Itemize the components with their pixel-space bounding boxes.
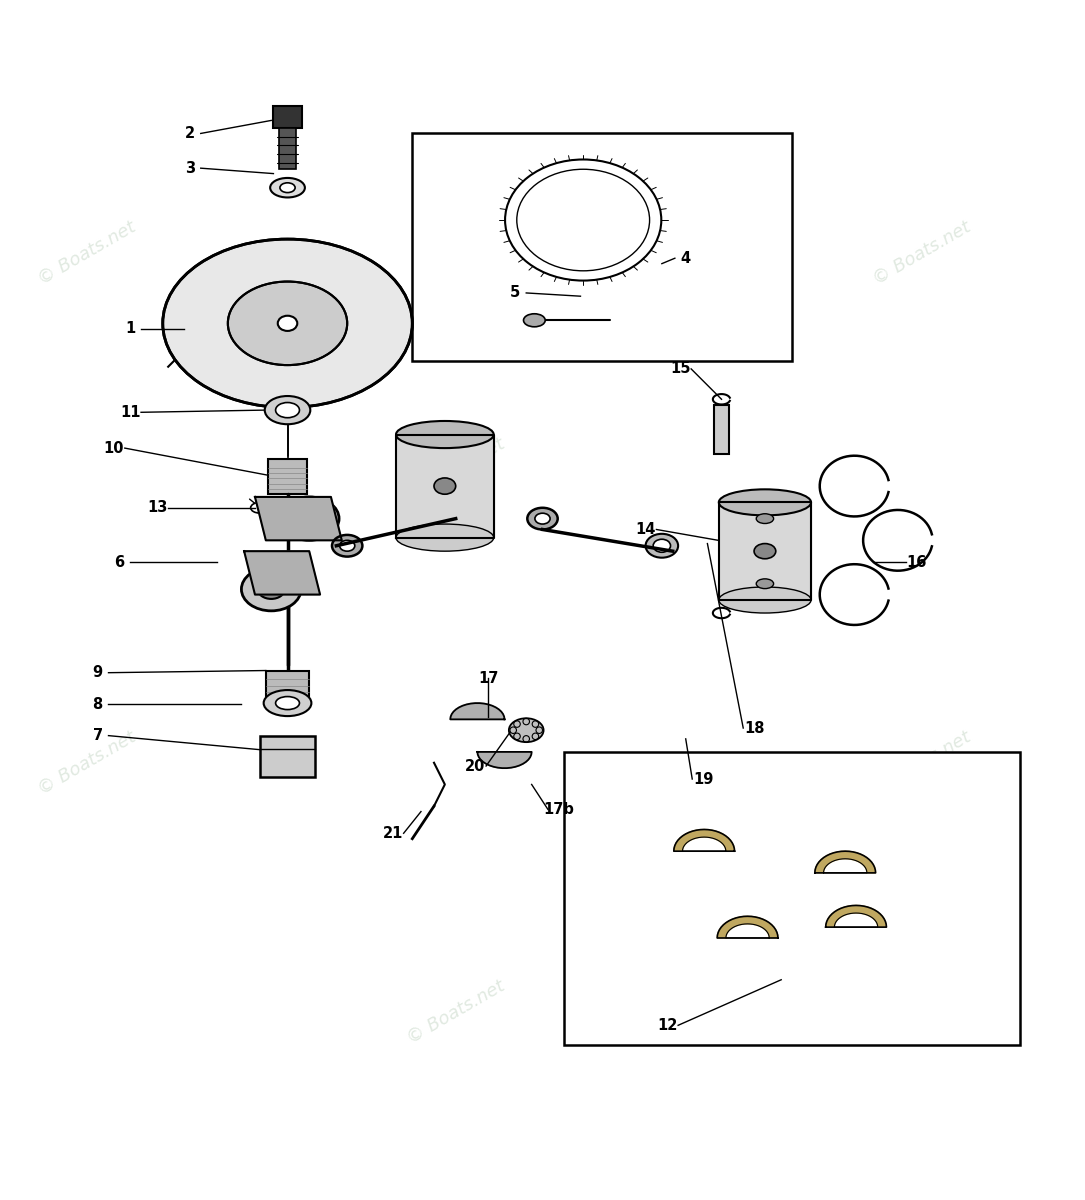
Bar [412, 133, 792, 361]
Text: 9: 9 [92, 665, 103, 680]
Ellipse shape [434, 478, 456, 494]
Ellipse shape [653, 539, 671, 552]
Text: 18: 18 [744, 720, 764, 736]
Text: 21: 21 [383, 826, 403, 841]
Text: 4: 4 [680, 251, 691, 265]
Ellipse shape [228, 282, 347, 365]
Text: 16: 16 [907, 554, 927, 570]
Ellipse shape [258, 580, 284, 599]
Ellipse shape [241, 568, 301, 611]
Ellipse shape [756, 514, 774, 523]
Ellipse shape [718, 587, 810, 613]
Bar [279, 128, 296, 169]
Text: © Boats.net: © Boats.net [870, 217, 974, 288]
Polygon shape [674, 829, 735, 851]
Ellipse shape [276, 696, 299, 709]
Text: 8: 8 [92, 697, 103, 712]
Ellipse shape [396, 524, 494, 551]
Text: © Boats.net: © Boats.net [870, 727, 974, 798]
Text: 17: 17 [478, 671, 498, 685]
Ellipse shape [470, 514, 485, 524]
Ellipse shape [264, 690, 311, 716]
Text: 14: 14 [636, 522, 655, 536]
Text: 10: 10 [104, 440, 124, 456]
Ellipse shape [535, 514, 550, 524]
Ellipse shape [523, 313, 545, 326]
Ellipse shape [718, 490, 810, 515]
Text: 12: 12 [658, 1018, 677, 1033]
Ellipse shape [280, 182, 295, 192]
Ellipse shape [332, 535, 362, 557]
Ellipse shape [646, 534, 678, 558]
Polygon shape [718, 503, 810, 600]
Text: © Boats.net: © Boats.net [404, 434, 508, 505]
Ellipse shape [276, 402, 299, 418]
Ellipse shape [756, 578, 774, 589]
Polygon shape [717, 917, 778, 938]
Polygon shape [255, 497, 342, 540]
Ellipse shape [754, 544, 776, 559]
Polygon shape [450, 703, 505, 719]
Text: © Boats.net: © Boats.net [35, 217, 139, 288]
Text: 17b: 17b [544, 802, 574, 817]
Text: 2: 2 [184, 126, 195, 140]
Ellipse shape [295, 509, 323, 528]
Text: 20: 20 [465, 758, 485, 774]
Bar [273, 107, 302, 128]
Text: © Boats.net: © Boats.net [35, 727, 139, 798]
Ellipse shape [509, 719, 544, 742]
Ellipse shape [280, 497, 339, 540]
Text: 13: 13 [148, 500, 167, 515]
Polygon shape [826, 906, 886, 928]
Ellipse shape [340, 540, 355, 551]
Ellipse shape [278, 316, 297, 331]
Text: 5: 5 [510, 286, 521, 300]
Ellipse shape [270, 178, 305, 198]
Text: 15: 15 [671, 361, 690, 377]
Text: 1: 1 [125, 322, 136, 336]
Ellipse shape [163, 239, 412, 408]
Text: 3: 3 [184, 161, 195, 175]
Bar [260, 736, 315, 776]
Ellipse shape [527, 508, 558, 529]
Polygon shape [815, 851, 876, 872]
Bar [714, 404, 729, 454]
Text: 6: 6 [114, 554, 125, 570]
Bar [268, 458, 307, 493]
Polygon shape [244, 551, 320, 594]
Text: 11: 11 [120, 404, 140, 420]
Ellipse shape [396, 421, 494, 448]
Polygon shape [396, 434, 494, 538]
Polygon shape [477, 752, 532, 768]
Bar [564, 752, 1020, 1045]
Ellipse shape [462, 508, 493, 529]
Ellipse shape [265, 396, 310, 425]
Bar [266, 671, 309, 703]
Ellipse shape [251, 503, 270, 514]
Text: 7: 7 [92, 728, 103, 743]
Text: 19: 19 [693, 772, 713, 786]
Text: © Boats.net: © Boats.net [404, 977, 508, 1048]
